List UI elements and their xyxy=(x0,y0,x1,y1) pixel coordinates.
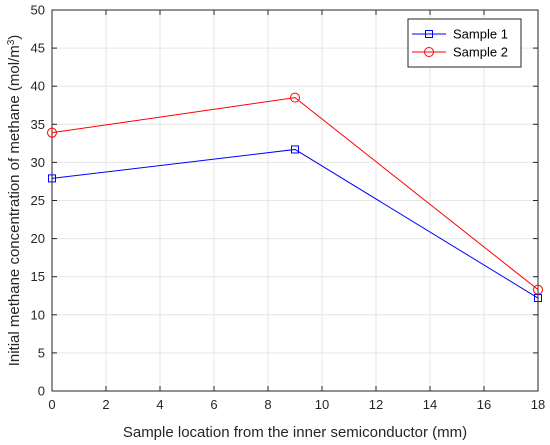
y-axis-label-main: Initial methane concentration of methane… xyxy=(6,45,23,366)
y-tick-label: 5 xyxy=(38,345,45,360)
x-tick-label: 10 xyxy=(315,397,329,412)
x-tick-label: 8 xyxy=(264,397,271,412)
y-tick-label: 40 xyxy=(31,79,45,94)
y-tick-label: 45 xyxy=(31,41,45,56)
y-tick-label: 35 xyxy=(31,117,45,132)
x-tick-label: 4 xyxy=(156,397,163,412)
y-tick-label: 25 xyxy=(31,193,45,208)
x-axis-label: Sample location from the inner semicondu… xyxy=(123,424,467,441)
legend-marker-circle xyxy=(424,47,434,57)
legend-item-2: Sample 2 xyxy=(412,45,508,60)
y-tick-label: 10 xyxy=(31,307,45,322)
data-point-circle xyxy=(290,92,300,103)
series-2 xyxy=(47,92,543,295)
x-tick-label: 2 xyxy=(102,397,109,412)
series-line xyxy=(51,97,539,291)
data-point-square xyxy=(291,145,299,154)
legend-box xyxy=(407,18,522,68)
legend-label: Sample 1 xyxy=(453,27,508,42)
axis-ticks: 0 2 4 6 8 10 12 14 16 18 0 5 10 15 20 25 30 35 40 45 50 xyxy=(31,3,546,413)
y-axis-label: Initial methane concentration of methane… xyxy=(6,35,24,367)
series-line xyxy=(51,148,539,299)
x-tick-label: 6 xyxy=(210,397,217,412)
x-tick-label: 18 xyxy=(531,397,545,412)
x-tick-label: 12 xyxy=(369,397,383,412)
data-point-square xyxy=(48,174,56,183)
y-tick-label: 0 xyxy=(38,384,45,399)
legend-item-1: Sample 1 xyxy=(412,27,508,42)
legend: Sample 1 Sample 2 xyxy=(407,18,522,68)
data-point-circle xyxy=(47,127,57,138)
legend-marker-square xyxy=(425,30,433,38)
y-axis-label-superscript: 3 xyxy=(6,39,17,45)
x-tick-label: 0 xyxy=(48,397,55,412)
y-axis-label-tail: ) xyxy=(6,35,23,40)
y-tick-label: 15 xyxy=(31,269,45,284)
legend-items: Sample 1 Sample 2 xyxy=(412,27,508,60)
x-tick-label: 14 xyxy=(423,397,437,412)
series-1 xyxy=(48,145,542,303)
data-point-circle xyxy=(533,284,543,295)
y-tick-label: 20 xyxy=(31,231,45,246)
x-tick-label: 16 xyxy=(477,397,491,412)
legend-label: Sample 2 xyxy=(453,45,508,60)
y-tick-label: 50 xyxy=(31,3,45,18)
y-tick-label: 30 xyxy=(31,155,45,170)
series-lines xyxy=(47,92,543,303)
